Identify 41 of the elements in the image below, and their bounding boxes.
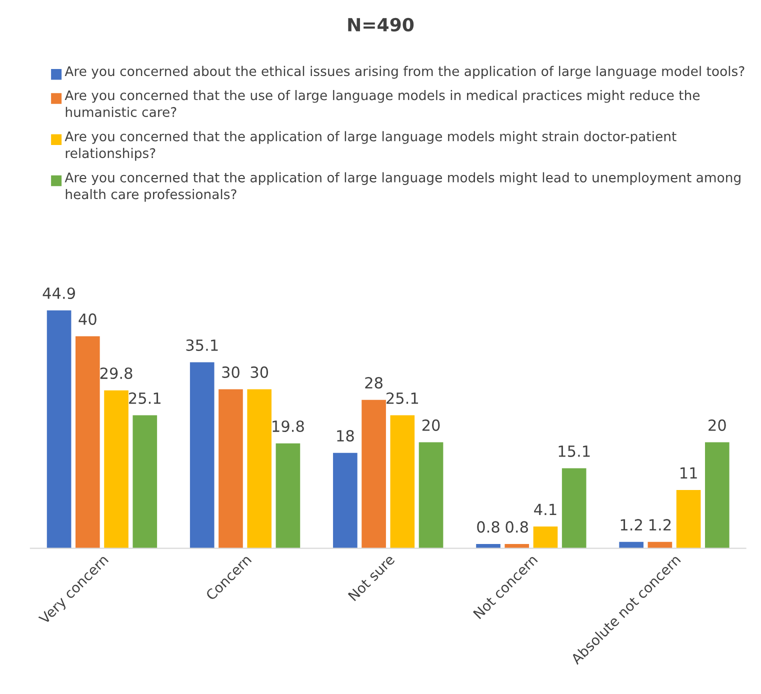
data-label: 20 [422, 419, 440, 431]
data-label: 28 [365, 377, 382, 389]
data-label: 1.2 [649, 519, 671, 530]
bar [218, 389, 243, 548]
data-label: 44.9 [42, 287, 75, 300]
bar [533, 526, 558, 548]
data-label: 25.1 [129, 392, 160, 404]
data-label: 11 [680, 467, 697, 478]
bar [362, 400, 386, 548]
bar [46, 310, 72, 548]
data-label: 35.1 [186, 339, 218, 351]
data-label: 30 [222, 366, 240, 378]
bar [247, 389, 272, 548]
bar [705, 442, 730, 548]
bar [276, 443, 300, 548]
bar [390, 415, 415, 548]
bar [104, 390, 128, 548]
data-label: 15.1 [558, 446, 590, 457]
data-label: 0.8 [506, 521, 528, 533]
data-label: 1.2 [620, 519, 642, 530]
bar [562, 468, 586, 548]
chart-title: N=490 [348, 18, 414, 32]
bar [190, 362, 214, 548]
data-label: 4.1 [534, 504, 556, 516]
legend-label: Are you concerned that the use of large language models in medical practices might reduce the humanistic care? [64, 90, 700, 118]
data-label: 19.8 [272, 420, 304, 432]
bar [132, 415, 158, 548]
data-label: 25.1 [386, 392, 418, 404]
data-label: 30 [250, 366, 268, 378]
legend-label: Are you concerned about the ethical issues arising from the application of large language model tools? [64, 66, 744, 79]
data-label: 20 [708, 419, 726, 431]
data-label: 0.8 [477, 521, 500, 533]
legend-label: Are you concerned that the application of large language models might lead to unemployment among health care professionals? [64, 172, 740, 202]
data-label: 18 [337, 430, 354, 442]
data-label: 29.8 [100, 367, 132, 380]
bar [676, 490, 701, 548]
legend-label: Are you concerned that the application of large language models might strain doctor-patient relationships? [64, 131, 676, 161]
bar [76, 336, 100, 548]
bar [333, 452, 358, 548]
data-label: 40 [78, 313, 96, 325]
bar [418, 442, 444, 548]
